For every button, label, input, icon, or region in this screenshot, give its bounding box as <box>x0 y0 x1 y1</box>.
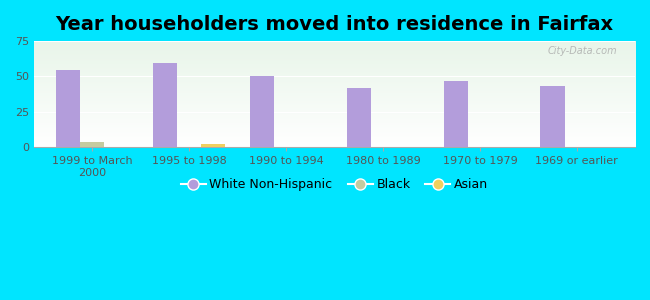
Bar <box>250 76 274 147</box>
Bar <box>443 81 468 147</box>
Text: City-Data.com: City-Data.com <box>547 46 617 56</box>
Bar <box>80 142 104 147</box>
Bar <box>202 144 226 147</box>
Legend: White Non-Hispanic, Black, Asian: White Non-Hispanic, Black, Asian <box>176 173 493 196</box>
Bar <box>56 70 80 147</box>
Bar <box>346 88 371 147</box>
Bar <box>153 63 177 147</box>
Title: Year householders moved into residence in Fairfax: Year householders moved into residence i… <box>55 15 614 34</box>
Bar <box>541 85 565 147</box>
